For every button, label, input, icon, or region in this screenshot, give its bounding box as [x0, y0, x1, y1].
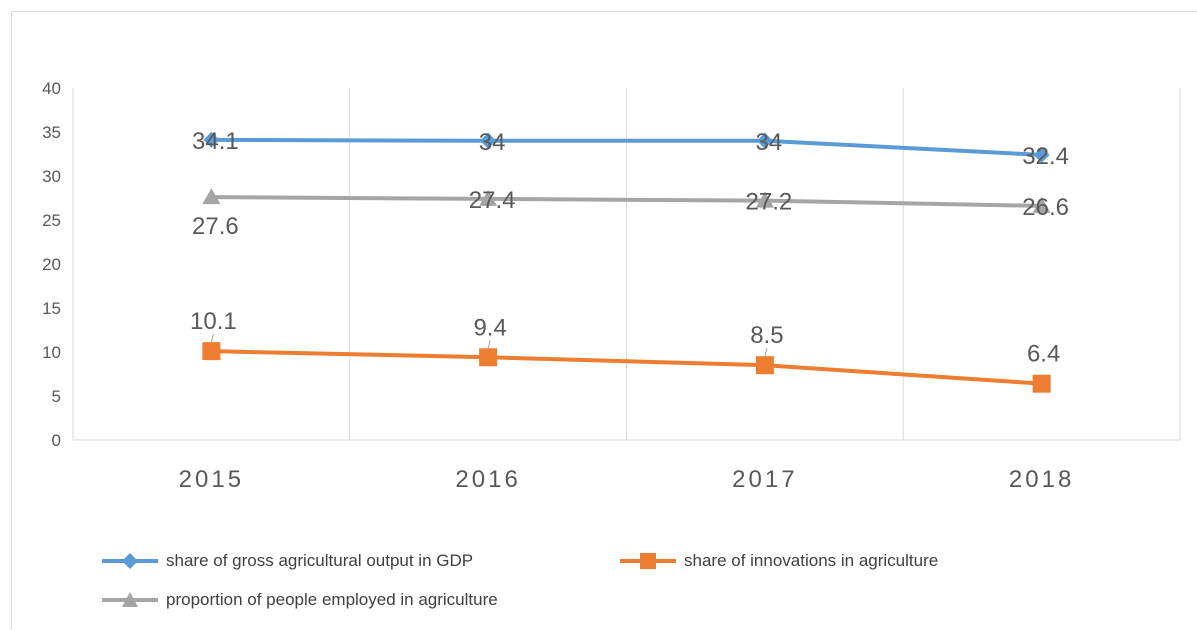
- data-label: 34: [479, 129, 506, 156]
- data-point-diamond: [1033, 146, 1050, 163]
- legend-label-gdp-share: share of gross agricultural output in GD…: [166, 551, 474, 570]
- data-label: 8.5: [750, 322, 783, 349]
- y-tick-label: 5: [52, 387, 61, 406]
- data-point-diamond: [480, 132, 497, 149]
- data-label-leader-line: [210, 333, 214, 343]
- data-point-diamond: [203, 131, 220, 148]
- y-tick-label: 20: [42, 255, 61, 274]
- data-label: 27.6: [192, 213, 239, 240]
- data-label: 6.4: [1027, 341, 1060, 368]
- y-tick-label: 15: [42, 299, 61, 318]
- legend-marker-square-icon: [620, 553, 676, 569]
- y-tick-label: 35: [42, 123, 61, 142]
- legend-item-innovations: share of innovations in agriculture: [618, 547, 938, 575]
- data-point-triangle: [1032, 196, 1051, 213]
- y-tick-label: 40: [42, 79, 61, 98]
- data-label: 27.4: [469, 187, 516, 214]
- y-tick-label: 10: [42, 343, 61, 362]
- legend-item-gdp-share: share of gross agricultural output in GD…: [100, 547, 473, 575]
- data-point-triangle: [479, 189, 498, 206]
- data-point-square: [479, 348, 498, 367]
- legend-marker-diamond-icon: [102, 553, 158, 569]
- series-line: [211, 137, 1042, 157]
- chart-frame: [11, 11, 1197, 630]
- data-label: 9.4: [473, 314, 506, 341]
- data-point-diamond: [756, 132, 773, 149]
- legend-marker-triangle-icon: [102, 592, 158, 607]
- legend-label-employment: proportion of people employed in agricul…: [166, 590, 498, 609]
- data-point-square: [202, 342, 221, 361]
- series-line: [211, 195, 1042, 208]
- data-point-square: [755, 356, 774, 375]
- x-tick-label: 2018: [1009, 466, 1074, 493]
- data-label: 32.4: [1022, 143, 1069, 170]
- x-tick-label: 2017: [732, 466, 797, 493]
- data-label: 34: [756, 129, 783, 156]
- data-point-triangle: [755, 191, 774, 208]
- y-tick-label: 30: [42, 167, 61, 186]
- x-tick-label: 2016: [455, 466, 520, 493]
- legend-item-employment: proportion of people employed in agricul…: [100, 586, 498, 614]
- y-tick-label: 25: [42, 211, 61, 230]
- data-point-square: [1032, 374, 1051, 393]
- x-tick-label: 2015: [179, 466, 244, 493]
- series-line: [211, 349, 1042, 386]
- y-tick-label: 0: [52, 431, 61, 450]
- data-label: 26.6: [1022, 194, 1069, 221]
- legend-label-innovations: share of innovations in agriculture: [684, 551, 939, 570]
- data-label: 34.1: [192, 128, 239, 155]
- data-label-leader-line: [764, 348, 768, 357]
- data-label: 27.2: [746, 189, 793, 216]
- data-point-triangle: [202, 188, 221, 205]
- data-label: 10.1: [190, 308, 237, 335]
- data-label-leader-line: [487, 340, 491, 349]
